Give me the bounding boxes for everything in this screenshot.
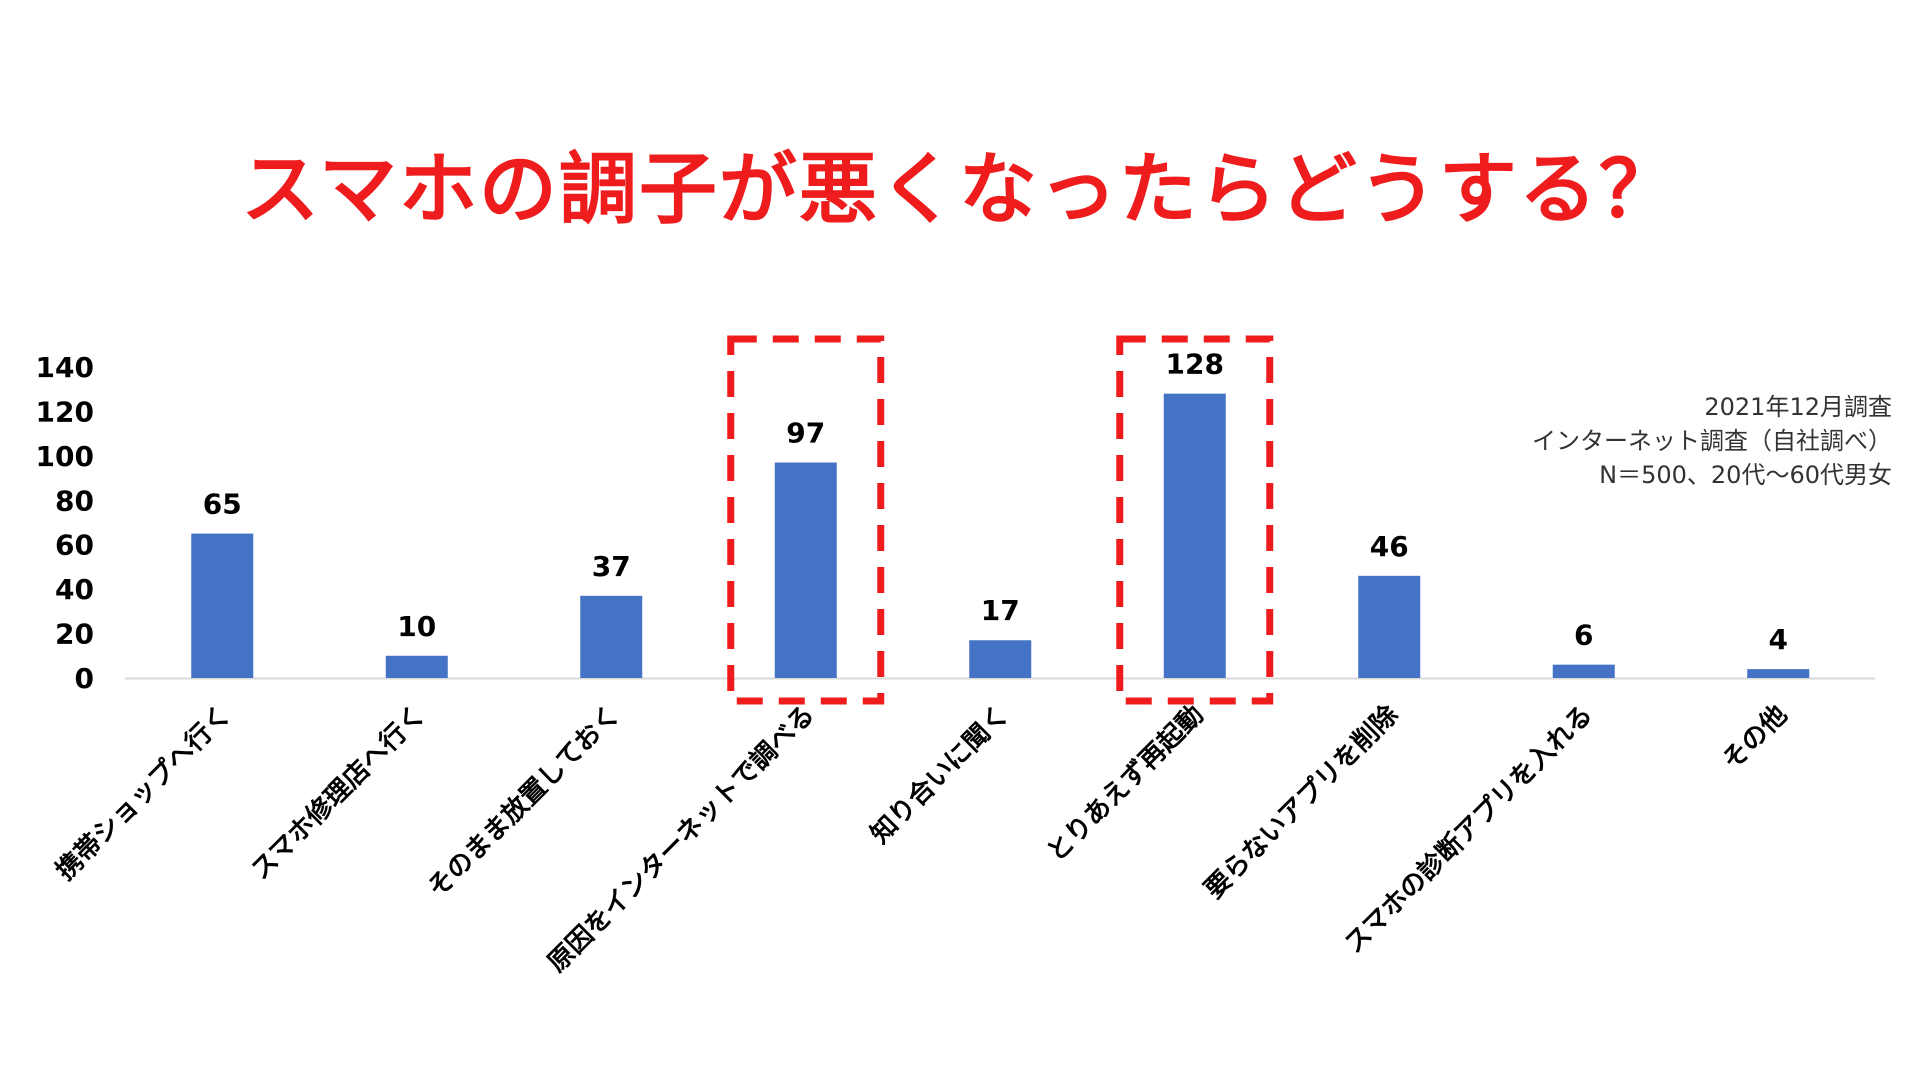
y-tick-label: 20 <box>55 618 94 651</box>
x-tick-label: スマホ修理店へ行く <box>245 699 432 886</box>
y-tick-label: 0 <box>75 662 94 695</box>
highlight-box <box>727 335 885 705</box>
chart-title: スマホの調子が悪くなったらどうする？ <box>241 145 1679 235</box>
y-tick-label: 100 <box>36 440 94 473</box>
data-label: 37 <box>592 550 631 583</box>
bar <box>1358 575 1421 678</box>
survey-note-line-3: N＝500、20代～60代男女 <box>1599 461 1892 489</box>
bar <box>1163 393 1226 678</box>
survey-note: 2021年12月調査 インターネット調査（自社調べ） N＝500、20代～60代… <box>1532 390 1892 492</box>
bar <box>1552 664 1615 678</box>
y-tick-label: 80 <box>55 484 94 517</box>
bar <box>969 640 1032 678</box>
bar <box>385 655 448 678</box>
data-label: 46 <box>1370 530 1409 563</box>
x-tick-label: 知り合いに聞く <box>865 699 1016 850</box>
highlight-box <box>1116 335 1274 705</box>
data-label: 4 <box>1769 623 1788 656</box>
bar <box>580 595 643 678</box>
data-label: 17 <box>981 594 1020 627</box>
x-tick-label: 要らないアプリを削除 <box>1198 698 1404 904</box>
data-label: 128 <box>1166 348 1224 381</box>
data-label: 6 <box>1574 619 1593 652</box>
data-label: 65 <box>203 488 242 521</box>
bar <box>1747 669 1810 678</box>
survey-note-line-2: インターネット調査（自社調べ） <box>1532 427 1892 455</box>
x-tick-label: そのまま放置しておく <box>422 699 627 904</box>
bar <box>774 462 837 678</box>
y-tick-label: 60 <box>55 529 94 562</box>
x-tick-label: その他 <box>1717 700 1793 776</box>
y-tick-label: 120 <box>36 395 94 428</box>
survey-note-line-1: 2021年12月調査 <box>1704 393 1892 421</box>
x-tick-label: 携帯ショップへ行く <box>50 699 237 886</box>
x-tick-label: とりあえず再起動 <box>1041 700 1209 868</box>
data-label: 10 <box>397 610 436 643</box>
y-tick-label: 40 <box>55 573 94 606</box>
y-tick-label: 140 <box>36 351 94 384</box>
data-label: 97 <box>786 417 825 450</box>
bar <box>191 533 254 678</box>
